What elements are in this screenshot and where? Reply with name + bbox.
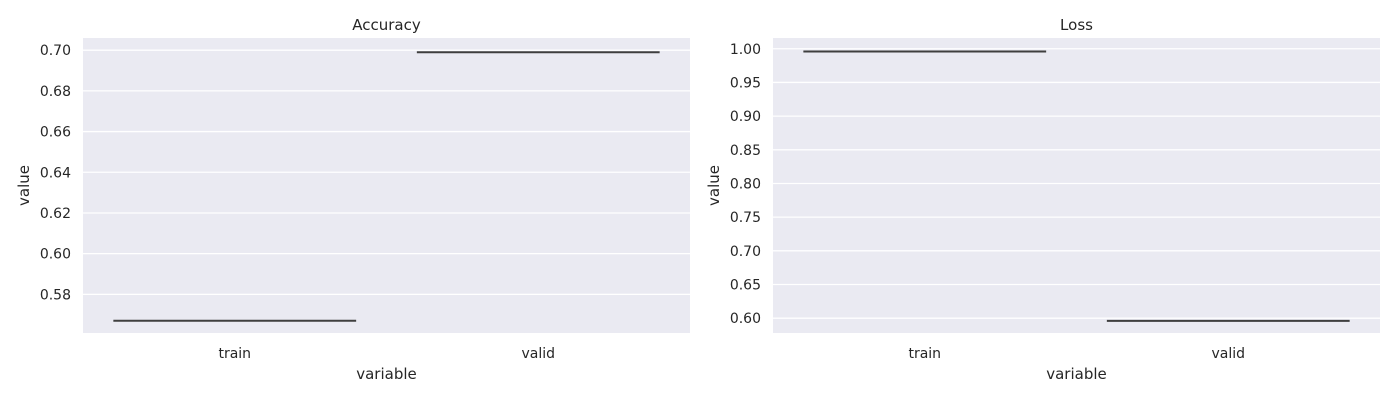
y-axis-label: value bbox=[705, 165, 723, 206]
plot-area bbox=[83, 38, 690, 333]
y-tick-label: 0.80 bbox=[730, 176, 761, 192]
y-tick-label: 0.68 bbox=[40, 84, 71, 100]
panel-loss: 0.60 0.65 0.70 0.75 0.80 0.85 0.90 0.95 1.00 tra… bbox=[705, 16, 1380, 383]
chart-title: Accuracy bbox=[352, 16, 421, 34]
data-marks bbox=[803, 50, 1350, 322]
y-ticks: 0.58 0.60 0.62 0.64 0.66 0.68 0.70 bbox=[40, 43, 71, 303]
x-tick-label: valid bbox=[1211, 346, 1245, 362]
panel-accuracy: 0.580.600.620.640.660.680.70 train valid … bbox=[15, 16, 690, 383]
plot-area bbox=[773, 38, 1380, 333]
x-axis-label: variable bbox=[1046, 365, 1107, 383]
x-ticks: train valid bbox=[218, 346, 555, 362]
y-tick-label: 0.75 bbox=[730, 210, 761, 226]
y-tick-label: 0.62 bbox=[40, 206, 71, 222]
x-ticks: train valid bbox=[908, 346, 1245, 362]
y-tick-label: 0.60 bbox=[730, 311, 761, 327]
y-ticks: 0.60 0.65 0.70 0.75 0.80 0.85 0.90 0.95 1.00 bbox=[730, 42, 761, 327]
x-tick-label: train bbox=[218, 346, 251, 362]
y-tick-label: 0.65 bbox=[730, 278, 761, 294]
y-tick-label: 0.58 bbox=[40, 287, 71, 303]
gridlines bbox=[83, 49, 690, 295]
y-tick-label: 0.66 bbox=[40, 125, 71, 141]
x-tick-label: valid bbox=[521, 346, 555, 362]
data-marks bbox=[113, 51, 660, 322]
y-tick-label: 0.60 bbox=[40, 247, 71, 263]
y-tick-label: 0.64 bbox=[40, 165, 71, 181]
x-tick-label: train bbox=[908, 346, 941, 362]
y-tick-label: 0.70 bbox=[730, 244, 761, 260]
chart-title: Loss bbox=[1060, 16, 1093, 34]
gridlines bbox=[773, 48, 1380, 319]
y-tick-label: 1.00 bbox=[730, 42, 761, 58]
y-tick-label: 0.95 bbox=[730, 75, 761, 91]
y-axis-label: value bbox=[15, 165, 33, 206]
y-tick-label: 0.70 bbox=[40, 43, 71, 59]
y-tick-label: 0.90 bbox=[730, 109, 761, 125]
y-tick-label: 0.85 bbox=[730, 143, 761, 159]
x-axis-label: variable bbox=[356, 365, 417, 383]
